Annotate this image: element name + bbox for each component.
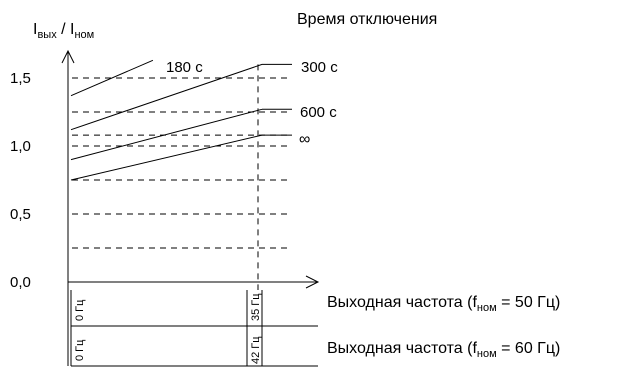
- x-scale-label-50hz-pre: Выходная частота (f: [327, 294, 477, 311]
- legend-title: Время отключения: [297, 11, 437, 28]
- grid-lines: [72, 64, 292, 290]
- x-scale-label-60hz: Выходная частота (fном = 60 Гц): [327, 340, 560, 360]
- x-scale-label-50hz: Выходная частота (fном = 50 Гц): [327, 294, 560, 314]
- y-axis-label-den-sub: ном: [74, 29, 94, 41]
- scale-50hz-start: 0 Гц: [74, 299, 86, 321]
- y-tick-label-0: 0,0: [10, 274, 31, 291]
- scale-50hz-end: 35 Гц: [250, 293, 262, 321]
- x-scale-label-60hz-sub: ном: [477, 348, 497, 360]
- series-line-1: [70, 63, 263, 131]
- series-line-0: [70, 59, 154, 97]
- x-scale-label-60hz-post: = 60 Гц): [497, 340, 561, 357]
- y-tick-label-1: 0,5: [10, 206, 31, 223]
- x-axis-arrow: [305, 275, 320, 289]
- y-axis-label-main-sub: вых: [37, 29, 57, 41]
- x-scale-label-50hz-post: = 50 Гц): [497, 294, 561, 311]
- scale-60hz-start: 0 Гц: [74, 339, 86, 361]
- y-tick-label-3: 1,5: [10, 70, 31, 87]
- series-label-300: 300 с: [301, 59, 338, 76]
- scale-60hz-end: 42 Гц: [250, 336, 262, 364]
- y-tick-label-2: 1,0: [10, 138, 31, 155]
- x-scale-label-50hz-sub: ном: [477, 302, 497, 314]
- x-scale-label-60hz-pre: Выходная частота (f: [327, 340, 477, 357]
- series-lines: [70, 59, 292, 181]
- y-axis-label: Iвых / Iном: [33, 21, 94, 41]
- series-label-600: 600 с: [300, 104, 337, 121]
- y-axis-label-main: I: [33, 21, 37, 38]
- series-label-inf: ∞: [299, 131, 310, 148]
- series-line-3: [70, 134, 263, 181]
- y-axis-label-sep: / I: [57, 21, 75, 38]
- y-axis-arrow: [61, 49, 75, 64]
- series-line-2: [70, 108, 263, 161]
- series-label-180: 180 с: [166, 59, 203, 76]
